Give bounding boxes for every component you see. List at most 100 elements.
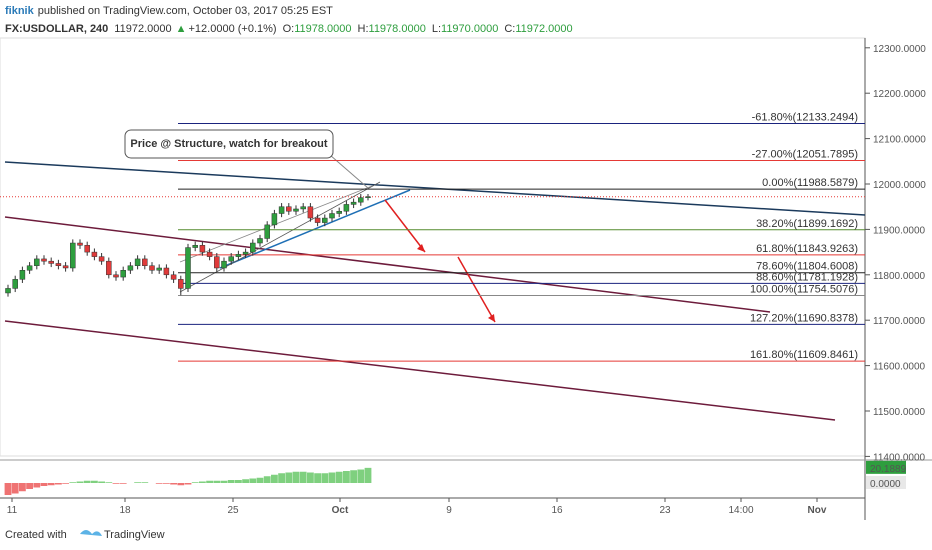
candle-body — [48, 260, 54, 264]
y-tick-label: 11900.0000 — [873, 225, 926, 236]
candle-body — [178, 279, 184, 289]
oscillator-bar — [112, 483, 120, 484]
y-tick-label: 11700.0000 — [873, 316, 926, 327]
fib-label: 127.20%(11690.8378) — [750, 312, 858, 324]
candle-body — [149, 265, 155, 271]
oscillator-bar — [91, 480, 98, 483]
oscillator-bar — [357, 469, 365, 483]
candle-body — [12, 279, 18, 289]
candle-body — [257, 238, 263, 244]
candle-body — [350, 201, 357, 205]
y-tick-label: 12000.0000 — [873, 180, 926, 191]
oscillator-bar — [235, 480, 242, 483]
change: +12.0000 (+0.1%) — [189, 23, 277, 35]
oscillator-label: 0.0000 — [870, 479, 901, 490]
ohlc-key: C: — [504, 23, 515, 35]
oscillator-bar — [134, 482, 141, 483]
oscillator-bar — [321, 473, 329, 483]
oscillator-bar — [263, 476, 271, 483]
y-tick-label: 11500.0000 — [873, 407, 926, 418]
candle-body — [293, 208, 299, 212]
header-line: fiknik published on TradingView.com, Octo… — [5, 5, 333, 17]
candle-body — [343, 204, 350, 212]
oscillator-bar — [40, 483, 48, 486]
y-tick-label: 12200.0000 — [873, 89, 926, 100]
ohlc-key: L: — [432, 23, 441, 35]
oscillator-bar — [105, 482, 113, 483]
candle-body — [62, 265, 69, 269]
footer-brand[interactable]: TradingView — [104, 529, 165, 541]
fib-label: 88.60%(11781.1928) — [756, 271, 858, 283]
oscillator-bar — [199, 481, 206, 483]
oscillator-bar — [55, 483, 62, 485]
candle-body — [286, 206, 292, 212]
x-tick-label: 9 — [446, 505, 452, 516]
candle-body — [358, 197, 364, 203]
oscillator-label: 20.1889 — [870, 464, 907, 475]
x-tick-label: 11 — [7, 505, 18, 516]
y-tick-label: 12100.0000 — [873, 135, 926, 146]
candle-body — [5, 288, 11, 294]
candle-body — [278, 206, 285, 214]
candle-body — [91, 251, 98, 257]
oscillator-tag — [866, 476, 906, 489]
oscillator-bar — [213, 480, 221, 483]
ohlc-key: H: — [358, 23, 369, 35]
candle-body — [170, 274, 177, 280]
x-tick-label: 18 — [119, 505, 131, 516]
candle-body — [127, 265, 134, 271]
oscillator-bar — [292, 471, 300, 483]
author[interactable]: fiknik — [5, 5, 35, 17]
oscillator-bar — [76, 481, 84, 483]
oscillator-bar — [62, 483, 69, 484]
candle-body — [134, 258, 141, 266]
candle-body — [307, 206, 314, 219]
oscillator-bar — [256, 477, 264, 483]
oscillator-bar — [285, 472, 293, 483]
ohlc-value: 11970.0000 — [441, 23, 498, 35]
candle-body — [365, 196, 371, 198]
ohlc-value: 11978.0000 — [369, 23, 426, 35]
y-tick-label: 11600.0000 — [873, 362, 926, 373]
oscillator-bar — [249, 478, 257, 483]
fib-label: 78.60%(11804.6008) — [756, 261, 858, 273]
oscillator-bar — [191, 482, 199, 483]
fib-label: 100.00%(11754.5076) — [750, 283, 858, 295]
oscillator-bar — [271, 474, 278, 483]
oscillator-bar — [364, 467, 372, 483]
x-tick-label: Oct — [332, 505, 349, 516]
candle-body — [142, 258, 148, 266]
candle-body — [34, 258, 40, 266]
oscillator-bar — [314, 473, 321, 483]
oscillator-bar — [177, 483, 185, 486]
symbol: FX:USDOLLAR, 240 — [5, 23, 108, 35]
candle-body — [106, 260, 112, 276]
ohlc-value: 11972.0000 — [515, 23, 572, 35]
fib-label: 38.20%(11899.1692) — [756, 218, 858, 230]
x-tick-label: 25 — [227, 505, 239, 516]
fib-label: 161.80%(11609.8461) — [750, 349, 858, 361]
oscillator-bar — [220, 480, 228, 483]
candle-body — [55, 263, 62, 266]
oscillator-bar — [47, 483, 55, 486]
oscillator-bar — [227, 480, 235, 483]
x-tick-label: 23 — [659, 505, 671, 516]
oscillator-bar — [33, 483, 41, 488]
candle-body — [206, 251, 213, 257]
candle-body — [314, 217, 321, 223]
candle-body — [250, 242, 256, 253]
candle-body — [98, 256, 105, 262]
candle-body — [113, 274, 119, 278]
oscillator-bar — [98, 481, 105, 483]
oscillator-bar — [69, 482, 77, 483]
candle-body — [336, 210, 342, 214]
oscillator-bar — [335, 471, 343, 483]
candle-body — [84, 245, 90, 253]
oscillator-bar — [343, 471, 350, 483]
oscillator-bar — [307, 472, 314, 483]
candle-body — [185, 247, 191, 289]
candle-body — [300, 206, 306, 210]
drawings: Price @ Structure, watch for breakout — [4, 129, 866, 421]
ohlc-value: 11978.0000 — [294, 23, 351, 35]
